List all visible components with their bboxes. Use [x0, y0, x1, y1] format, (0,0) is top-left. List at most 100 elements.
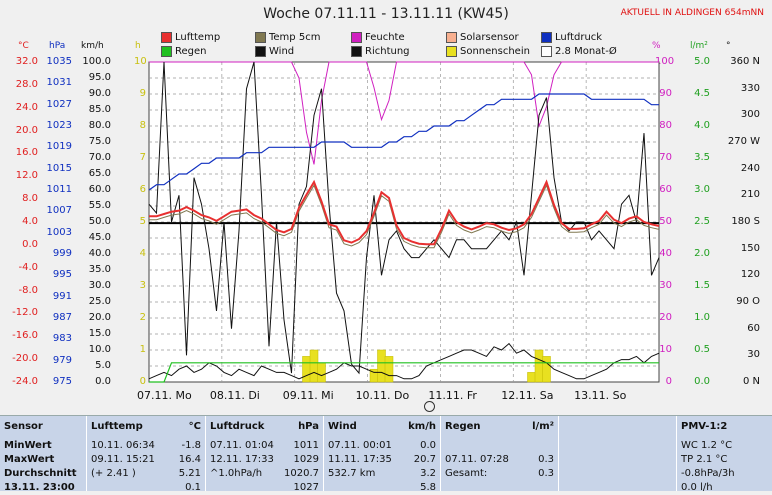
statistics-table: Sensor MinWert MaxWert Durchschnitt 13.1… [0, 415, 772, 493]
axis-header-rain: l/m² [690, 41, 708, 51]
tick-label-rain: 5.0 [694, 56, 710, 67]
series-regen [149, 362, 659, 383]
tick-label-temp: -20.0 [12, 353, 38, 365]
tick-label-sun: 5 [139, 216, 146, 227]
tick-label-pressure: 1007 [46, 205, 72, 217]
legend-swatch [255, 46, 266, 57]
tick-label-temp: 20.0 [15, 124, 38, 136]
tick-label-temp: -24.0 [12, 376, 38, 387]
tick-label-pressure: 987 [52, 312, 72, 323]
legend-swatch [161, 46, 172, 57]
tick-label-rain: 1.5 [694, 280, 710, 291]
tick-label-wind: 20.0 [88, 312, 111, 323]
legend-swatch [161, 32, 172, 43]
sunshine-bar [302, 356, 311, 383]
table-col-lufttemp: Lufttemp °C 10.11. 06:34 -1.8 09.11. 15:21… [87, 416, 206, 493]
tick-label-humidity: 100 [655, 56, 675, 67]
tick-label-direction: 300 [740, 109, 760, 121]
sunshine-bar [527, 372, 536, 383]
tick-label-wind: 100.0 [82, 56, 111, 67]
row-label-max: MaxWert [4, 454, 55, 465]
legend-swatch [541, 32, 552, 43]
tick-label-pressure: 1019 [46, 141, 72, 153]
time-slider-handle[interactable] [424, 401, 435, 412]
legend-solarsensor: Solarsensor [446, 32, 519, 43]
legend-lufttemp: Lufttemp [161, 32, 220, 43]
tick-label-sun: 10 [134, 56, 147, 67]
tick-label-rain: 3.0 [694, 184, 710, 195]
tick-label-temp: 12.0 [15, 170, 38, 182]
tick-label-wind: 35.0 [88, 264, 111, 275]
legend-swatch [541, 46, 552, 57]
tick-label-sun: 6 [139, 184, 146, 195]
live-location-label: AKTUELL IN ALDINGEN 654mNN [620, 8, 764, 18]
tick-label-direction: 210 [740, 189, 760, 201]
tick-label-wind: 15.0 [88, 328, 111, 339]
tick-label-temp: 0.0 [22, 238, 38, 250]
tick-label-sun: 7 [139, 152, 146, 163]
legend-swatch [351, 46, 362, 57]
legend-swatch [446, 32, 457, 43]
col-header-sensor: Sensor [4, 421, 43, 432]
tick-label-wind: 85.0 [88, 104, 111, 115]
tick-label-humidity: 10 [659, 344, 672, 355]
axis-header-temp: °C [18, 41, 29, 51]
axis-header-hum: % [652, 41, 661, 51]
legend-sonnenschein: Sonnenschein [446, 46, 530, 57]
tick-label-sun: 1 [139, 344, 146, 355]
tick-label-rain: 4.5 [694, 88, 710, 99]
tick-label-rain: 0.5 [694, 344, 710, 355]
legend-swatch [351, 32, 362, 43]
tick-label-pressure: 999 [52, 248, 72, 259]
row-label-min: MinWert [4, 440, 52, 451]
tick-label-temp: -12.0 [12, 307, 38, 319]
legend-swatch [446, 46, 457, 57]
tick-label-humidity: 60 [659, 184, 672, 195]
tick-label-day: 09.11. Mi [282, 389, 334, 402]
tick-label-sun: 0 [139, 376, 146, 387]
sunshine-bar [534, 349, 544, 383]
weather-chart [148, 61, 660, 383]
tick-label-temp: 8.0 [22, 193, 38, 205]
tick-label-humidity: 20 [659, 312, 672, 323]
tick-label-direction: 0 N [742, 376, 760, 387]
tick-label-pressure: 1027 [46, 98, 72, 110]
legend-luftdruck: Luftdruck [541, 32, 602, 43]
tick-label-direction: 240 [740, 162, 760, 174]
tick-label-sun: 3 [139, 280, 146, 291]
tick-label-wind: 45.0 [88, 232, 111, 243]
tick-label-wind: 0.0 [95, 376, 111, 387]
tick-label-pressure: 975 [52, 376, 72, 387]
table-col-luftdruck: Luftdruck hPa 07.11. 01:04 1011 12.11. 17:… [206, 416, 324, 493]
tick-label-sun: 2 [139, 312, 146, 323]
tick-label-temp: 4.0 [22, 216, 38, 227]
sunshine-bar [317, 362, 326, 383]
tick-label-direction: 60 [747, 322, 760, 334]
tick-label-humidity: 40 [659, 248, 672, 259]
tick-label-humidity: 0 [665, 376, 672, 387]
tick-label-sun: 4 [139, 248, 146, 259]
legend-feuchte: Feuchte [351, 32, 405, 43]
legend-temp5cm: Temp 5cm [255, 32, 320, 43]
legend-wind: Wind [255, 46, 294, 57]
axis-header-wind: km/h [81, 41, 104, 51]
table-col-empty [559, 416, 677, 491]
tick-label-pressure: 979 [52, 354, 72, 366]
row-label-current: 13.11. 23:00 [4, 482, 75, 493]
legend-monthly-avg: 2.8 Monat-Ø [541, 46, 617, 57]
tick-label-day: 13.11. So [574, 389, 627, 402]
tick-label-wind: 55.0 [88, 200, 111, 211]
tick-label-direction: 330 [740, 82, 760, 94]
tick-label-humidity: 90 [659, 88, 672, 99]
table-col-regen: Regen l/m² 07.11. 07:28 0.3 Gesamt: 0.3 [441, 416, 559, 491]
tick-label-direction: 360 N [730, 56, 760, 67]
table-col-sensor: Sensor MinWert MaxWert Durchschnitt 13.1… [0, 416, 87, 493]
tick-label-sun: 8 [139, 120, 146, 131]
tick-label-rain: 3.5 [694, 152, 710, 163]
tick-label-day: 07.11. Mo [137, 389, 192, 402]
tick-label-rain: 4.0 [694, 120, 710, 131]
tick-label-pressure: 995 [52, 269, 72, 281]
tick-label-pressure: 1003 [46, 226, 72, 238]
tick-label-pressure: 1035 [46, 56, 72, 67]
tick-label-temp: -16.0 [12, 330, 38, 342]
